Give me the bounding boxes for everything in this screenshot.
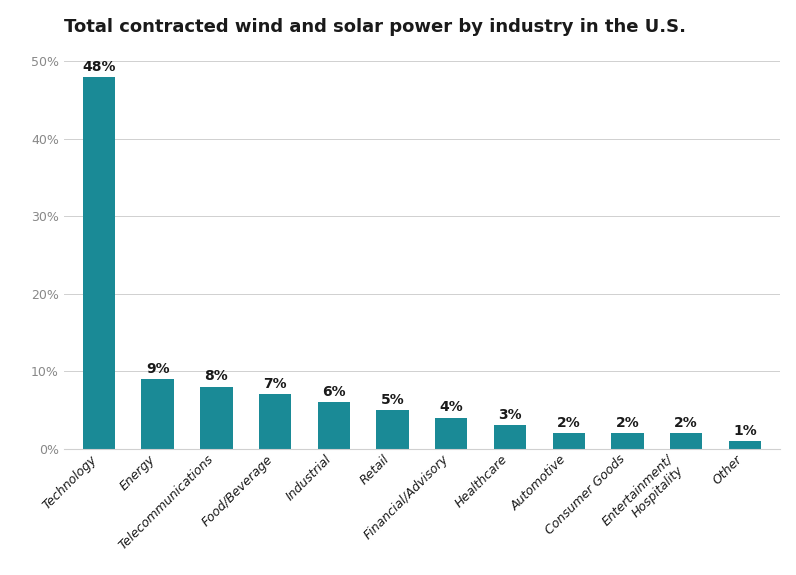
Text: 5%: 5% (380, 393, 404, 407)
Bar (201, 386, 232, 448)
Bar (494, 426, 526, 448)
Text: 48%: 48% (82, 60, 115, 74)
Text: 9%: 9% (146, 362, 170, 375)
Bar (728, 441, 761, 449)
Bar (318, 402, 350, 448)
Text: 7%: 7% (263, 377, 287, 391)
Bar (435, 417, 467, 448)
Text: 1%: 1% (733, 424, 757, 438)
Text: 2%: 2% (615, 416, 639, 430)
Bar (83, 77, 115, 448)
Text: Total contracted wind and solar power by industry in the U.S.: Total contracted wind and solar power by… (64, 18, 685, 36)
Bar (611, 433, 643, 449)
Bar (142, 379, 174, 448)
Bar (552, 433, 585, 449)
Text: 8%: 8% (205, 370, 228, 384)
Text: 2%: 2% (557, 416, 580, 430)
Bar (259, 394, 291, 448)
Text: 4%: 4% (439, 400, 463, 415)
Text: 6%: 6% (322, 385, 345, 399)
Bar (670, 433, 702, 449)
Bar (377, 410, 408, 448)
Text: 3%: 3% (498, 408, 521, 422)
Text: 2%: 2% (674, 416, 698, 430)
